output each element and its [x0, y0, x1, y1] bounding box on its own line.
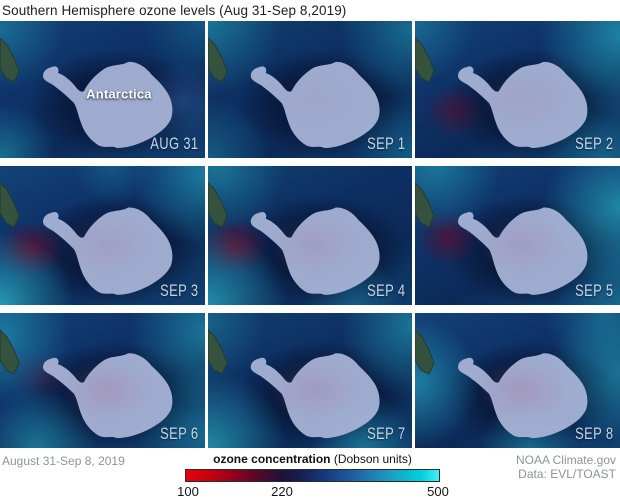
south-america-tip — [0, 37, 20, 83]
credit-noaa: NOAA Climate.gov — [515, 453, 616, 467]
south-america-tip — [415, 37, 435, 83]
credit-data: Data: EVL/TOAST — [518, 467, 616, 481]
colorbar-tick-220: 220 — [271, 484, 293, 499]
south-america-tip — [208, 37, 228, 83]
figure-title: Southern Hemisphere ozone levels (Aug 31… — [2, 3, 347, 18]
map-panel: SEP 1 — [208, 21, 412, 158]
antarctica-continent — [250, 207, 380, 295]
south-america-tip — [0, 329, 20, 375]
antarctica-continent — [250, 353, 380, 439]
antarctica-continent — [458, 61, 588, 148]
map-panel: SEP 8 — [415, 313, 620, 448]
map-panel: Antarctica AUG 31 — [0, 21, 205, 158]
footer-credits: NOAA Climate.gov Data: EVL/TOAST — [516, 453, 616, 481]
panel-grid: Antarctica AUG 31 SEP 1 SEP 2 — [0, 21, 620, 448]
panel-date-label: SEP 4 — [366, 281, 405, 300]
antarctica-continent — [43, 61, 173, 148]
antarctica-continent — [458, 207, 588, 295]
antarctica-label: Antarctica — [86, 86, 152, 102]
map-panel: SEP 2 — [415, 21, 620, 158]
map-panel: SEP 4 — [208, 166, 412, 305]
antarctica-continent — [43, 353, 173, 439]
colorbar — [185, 469, 440, 482]
map-panel: SEP 7 — [208, 313, 412, 448]
south-america-tip — [208, 329, 228, 375]
south-america-tip — [415, 182, 435, 228]
antarctica-continent — [458, 353, 588, 439]
footer-date-range: August 31-Sep 8, 2019 — [2, 454, 125, 468]
colorbar-tick-500: 500 — [427, 484, 449, 499]
legend-title: ozone concentration (Dobson units) — [160, 452, 465, 466]
antarctica-continent — [250, 61, 380, 148]
map-panel: SEP 5 — [415, 166, 620, 305]
colorbar-tick-100: 100 — [177, 484, 199, 499]
footer: August 31-Sep 8, 2019 ozone concentratio… — [0, 448, 620, 503]
legend-title-main: ozone concentration — [213, 452, 331, 466]
panel-date-label: SEP 6 — [159, 424, 198, 443]
south-america-tip — [208, 182, 228, 228]
south-america-tip — [0, 182, 20, 228]
panel-date-label: SEP 3 — [159, 281, 198, 300]
map-panel: SEP 6 — [0, 313, 205, 448]
panel-date-label: SEP 7 — [366, 424, 405, 443]
panel-date-label: SEP 8 — [574, 424, 613, 443]
panel-date-label: SEP 5 — [574, 281, 613, 300]
south-america-tip — [415, 329, 435, 375]
panel-date-label: SEP 2 — [574, 134, 613, 153]
map-panel: SEP 3 — [0, 166, 205, 305]
panel-date-label: AUG 31 — [149, 134, 198, 153]
legend-title-units: (Dobson units) — [330, 452, 412, 466]
antarctica-continent — [43, 207, 173, 295]
panel-date-label: SEP 1 — [366, 134, 405, 153]
